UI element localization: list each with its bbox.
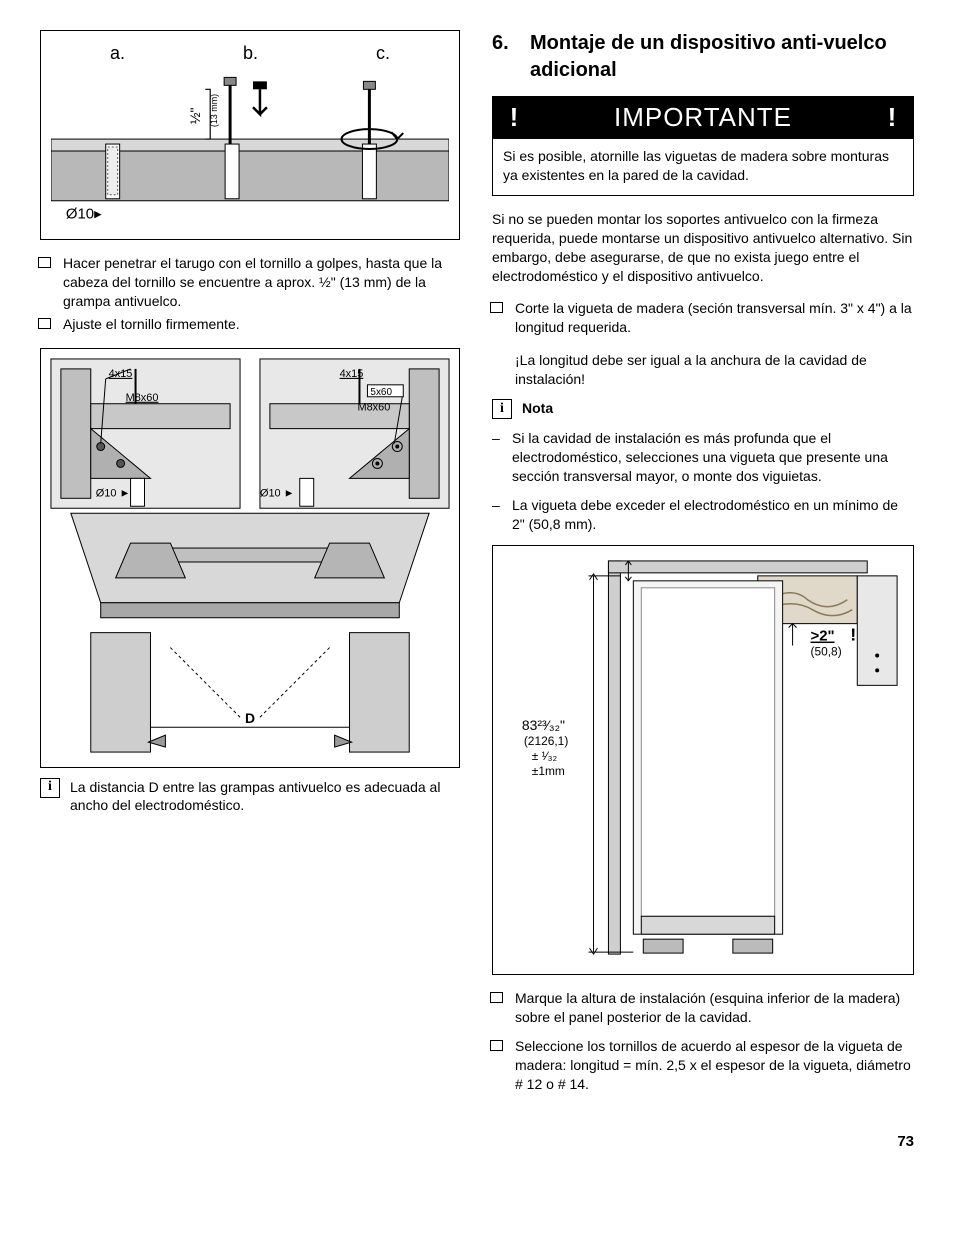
svg-text:M8x60: M8x60	[357, 401, 390, 413]
bullet-subtext: ¡La longitud debe ser igual a la anchura…	[515, 351, 914, 389]
figure-abc: a. b. c. Ø10▸ ½"	[40, 30, 460, 240]
nota-label: Nota	[522, 399, 553, 418]
dash-text: Si la cavidad de instalación es más prof…	[512, 429, 914, 486]
svg-text:Ø10 ►: Ø10 ►	[96, 487, 131, 499]
svg-text:>2": >2"	[810, 628, 834, 645]
checkbox-icon	[492, 303, 503, 312]
svg-text:83²³⁄₃₂": 83²³⁄₃₂"	[522, 718, 565, 734]
svg-text:±1mm: ±1mm	[532, 764, 565, 778]
checkbox-icon	[40, 258, 51, 267]
bullet-text: Ajuste el tornillo firmemente.	[63, 315, 460, 334]
fig1-letter-b: b.	[243, 41, 258, 65]
exclamation-icon: !	[880, 100, 904, 135]
important-banner: ! IMPORTANTE !	[492, 96, 914, 139]
right-bullet-list-2: Marque la altura de instalación (esquina…	[492, 989, 914, 1093]
fig2-svg: 4x15 M8x60 Ø10 ► 4x15 5x60 M8x60 Ø10 ►	[41, 349, 459, 767]
important-text: Si es posible, atornille las viguetas de…	[503, 148, 889, 183]
bullet-text: Corte la vigueta de madera (seción trans…	[515, 299, 914, 337]
bullet-text: Marque la altura de instalación (esquina…	[515, 989, 914, 1027]
paragraph-antitip: Si no se pueden montar los soportes anti…	[492, 210, 914, 286]
section-number: 6.	[492, 30, 530, 84]
svg-text:4x15: 4x15	[109, 367, 133, 379]
svg-text:4x15: 4x15	[340, 367, 364, 379]
svg-text:Ø10 ►: Ø10 ►	[260, 487, 295, 499]
info-icon: i	[40, 778, 60, 798]
dash-icon: –	[492, 496, 512, 534]
figure-appliance-height: >2" ! (50,8) 83²³⁄₃₂" (2126,1) ± ¹	[492, 545, 914, 975]
section-heading: 6. Montaje de un dispositivo anti-vuelco…	[492, 30, 914, 84]
svg-text:(2126,1): (2126,1)	[524, 735, 568, 749]
info-icon: i	[492, 399, 512, 419]
figure-bracket-assembly: 4x15 M8x60 Ø10 ► 4x15 5x60 M8x60 Ø10 ►	[40, 348, 460, 768]
info-note-row: i La distancia D entre las grampas antiv…	[40, 778, 460, 816]
important-label: IMPORTANTE	[526, 100, 880, 135]
nota-row: i Nota	[492, 399, 914, 419]
important-box: Si es posible, atornille las viguetas de…	[492, 139, 914, 196]
dash-text: La vigueta debe exceder el electrodomést…	[512, 496, 914, 534]
fig3-svg: >2" ! (50,8) 83²³⁄₃₂" (2126,1) ± ¹	[493, 546, 913, 974]
fig1-letter-a: a.	[110, 41, 125, 65]
fig1-half-inch: ½"	[187, 108, 203, 125]
svg-text:(50,8): (50,8)	[810, 645, 841, 659]
svg-text:!: !	[850, 625, 856, 645]
dash-icon: –	[492, 429, 512, 486]
bullet-text: Seleccione los tornillos de acuerdo al e…	[515, 1037, 914, 1094]
svg-text:M8x60: M8x60	[126, 391, 159, 403]
fig1-letter-c: c.	[376, 41, 390, 65]
svg-text:5x60: 5x60	[370, 386, 392, 397]
svg-text:D: D	[245, 710, 255, 726]
fig1-svg: Ø10▸ ½" (13 mm)	[51, 69, 449, 239]
checkbox-icon	[492, 993, 503, 1002]
checkbox-icon	[492, 1041, 503, 1050]
right-bullet-list-1: Corte la vigueta de madera (seción trans…	[492, 299, 914, 337]
dash-list: –Si la cavidad de instalación es más pro…	[492, 429, 914, 533]
checkbox-icon	[40, 319, 51, 328]
exclamation-icon: !	[502, 100, 526, 135]
page-number: 73	[40, 1132, 914, 1152]
info-note-text: La distancia D entre las grampas antivue…	[70, 778, 460, 816]
section-title-text: Montaje de un dispositivo anti-vuelco ad…	[530, 30, 914, 84]
fig1-13mm: (13 mm)	[209, 94, 219, 127]
bullet-text: Hacer penetrar el tarugo con el tornillo…	[63, 254, 460, 311]
svg-text:± ¹⁄₃₂: ± ¹⁄₃₂	[532, 749, 558, 763]
left-bullet-list-1: Hacer penetrar el tarugo con el tornillo…	[40, 254, 460, 334]
fig1-diameter: Ø10▸	[66, 206, 102, 223]
